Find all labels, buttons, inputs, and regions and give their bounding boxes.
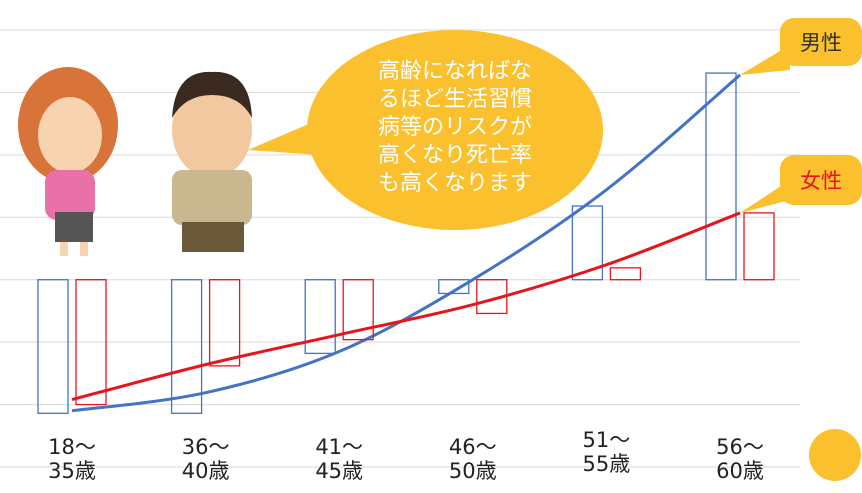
decor-circle [809, 429, 861, 481]
x-tick-label: 46～ 50歳 [423, 435, 523, 483]
woman-illustration [18, 67, 118, 256]
x-tick-label: 56～ 60歳 [690, 435, 790, 483]
x-tick-label: 41～ 45歳 [289, 435, 389, 483]
x-tick-label: 18～ 35歳 [22, 435, 122, 483]
bar [706, 73, 736, 280]
bubble-text: るほど生活習慣 [378, 87, 532, 112]
legend-label: 女性 [800, 169, 842, 193]
bar [610, 268, 640, 280]
legend-label: 男性 [800, 31, 842, 55]
bubble-text: 高齢になればな [378, 59, 532, 84]
bar [38, 280, 68, 414]
bubble-text: 病等のリスクが [378, 115, 532, 140]
x-tick-label: 36～ 40歳 [156, 435, 256, 483]
slide: 高齢になればなるほど生活習慣病等のリスクが高くなり死亡率も高くなります 男性女性… [0, 0, 862, 493]
chart: 高齢になればなるほど生活習慣病等のリスクが高くなり死亡率も高くなります 男性女性 [0, 0, 862, 493]
bubble-text: も高くなります [378, 171, 532, 196]
x-tick-label: 51～ 55歳 [556, 428, 656, 476]
bubble-text: 高くなり死亡率 [378, 143, 532, 168]
bar [744, 213, 774, 280]
man-illustration [172, 72, 252, 252]
bar [210, 280, 240, 366]
